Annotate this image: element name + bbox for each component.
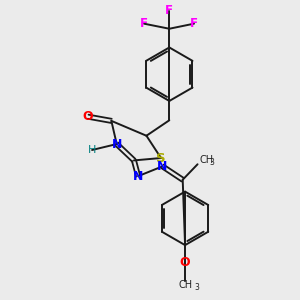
Text: H: H bbox=[88, 145, 96, 155]
Text: F: F bbox=[140, 17, 148, 30]
Text: O: O bbox=[83, 110, 94, 123]
Text: F: F bbox=[190, 17, 198, 30]
Text: N: N bbox=[133, 170, 143, 183]
Text: 3: 3 bbox=[194, 284, 199, 292]
Text: F: F bbox=[165, 4, 173, 17]
Text: 3: 3 bbox=[209, 158, 214, 167]
Text: CH: CH bbox=[199, 155, 213, 165]
Text: S: S bbox=[156, 152, 166, 164]
Text: O: O bbox=[180, 256, 190, 269]
Text: CH: CH bbox=[178, 280, 192, 290]
Text: N: N bbox=[157, 160, 168, 173]
Text: N: N bbox=[112, 138, 122, 151]
